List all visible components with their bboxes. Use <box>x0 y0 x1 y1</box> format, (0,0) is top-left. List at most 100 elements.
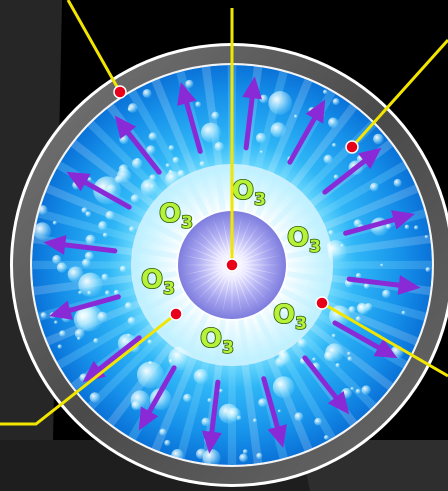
inner-ray <box>275 206 312 235</box>
inner-ray <box>136 270 178 283</box>
inner-ray <box>269 302 302 335</box>
callout-dot <box>113 85 127 99</box>
light-ray <box>309 323 398 394</box>
core-ray <box>232 215 242 258</box>
inner-ray <box>287 262 328 268</box>
light-ray <box>278 349 339 445</box>
bubble <box>424 235 429 239</box>
ozone-flow-arrow <box>302 355 350 415</box>
inner-ray <box>199 317 218 358</box>
light-ray <box>149 73 197 175</box>
bubble <box>335 363 341 368</box>
bubble <box>168 145 175 151</box>
bubble <box>104 290 110 296</box>
inner-ray <box>262 308 291 345</box>
bubble <box>185 79 194 89</box>
bubble <box>242 449 248 455</box>
light-ray <box>66 136 155 207</box>
bubble <box>361 385 371 395</box>
callout-dot <box>315 296 329 310</box>
core-ray <box>185 267 225 285</box>
bubble <box>74 328 85 339</box>
callout-dot <box>345 140 359 154</box>
core-ray <box>235 271 260 307</box>
ozone-flow-arrow <box>49 294 121 320</box>
bubble <box>404 224 410 230</box>
bubble <box>268 91 293 115</box>
bubble <box>294 114 298 119</box>
ozone-flow-arrow <box>287 99 326 165</box>
bubble <box>172 156 180 164</box>
bubble <box>425 267 431 273</box>
inner-ray <box>152 295 189 324</box>
leader-line-inner-wall <box>0 312 177 426</box>
core-ray <box>190 237 226 262</box>
core-ray <box>185 245 225 263</box>
inner-ray <box>145 287 184 312</box>
inner-ray <box>237 169 250 211</box>
core-ray <box>204 223 229 259</box>
ozone-flow-arrow <box>66 171 132 210</box>
bubble <box>113 289 120 296</box>
callout-dot <box>225 258 239 272</box>
bubble <box>328 117 339 128</box>
ozone-flow-arrow <box>43 234 118 255</box>
bubbles <box>33 79 431 465</box>
bubble <box>324 351 335 362</box>
bubble <box>207 398 212 403</box>
bubble <box>67 266 84 283</box>
bubble <box>331 333 336 338</box>
core-ray <box>182 255 225 265</box>
inner-ray <box>246 317 265 358</box>
core-ray <box>234 218 252 258</box>
bubble <box>195 101 202 108</box>
bubble <box>350 387 354 391</box>
inner-ray <box>139 232 180 251</box>
ozone-flow-arrow <box>114 115 162 175</box>
inner-ray <box>280 287 319 312</box>
bubble <box>355 316 362 322</box>
core-ray <box>239 267 279 285</box>
core-ray <box>190 268 226 293</box>
ozone-flow-arrow <box>177 82 203 154</box>
light-ray <box>32 260 133 270</box>
bubble <box>81 258 91 268</box>
bubble <box>131 158 143 169</box>
bubble <box>159 428 167 436</box>
light-ray <box>84 117 164 197</box>
inner-ray <box>162 195 195 228</box>
ozone-labels: O3 O3 O3 O3 O3 O3 <box>140 175 322 359</box>
bubble <box>369 182 379 192</box>
bubble <box>211 111 220 120</box>
inner-ray <box>185 178 210 217</box>
bubble <box>239 453 248 463</box>
bubble <box>259 94 269 104</box>
bubble <box>277 409 281 413</box>
core-ray <box>204 271 229 307</box>
core-ray <box>239 245 279 263</box>
bubble <box>196 448 207 460</box>
bubble <box>270 122 287 138</box>
core-ray <box>235 223 260 259</box>
bubble <box>183 393 192 403</box>
bubble <box>119 265 127 273</box>
core-ray <box>232 272 242 315</box>
bubble <box>118 164 129 175</box>
bubble <box>258 398 268 408</box>
core-ray <box>237 229 268 260</box>
bubble <box>255 132 267 144</box>
bubble <box>312 357 316 362</box>
core-ray <box>238 237 274 262</box>
bubble <box>294 412 304 422</box>
inner-ray <box>152 206 189 235</box>
bubble <box>93 338 99 344</box>
bubble <box>149 174 157 182</box>
bubble <box>256 452 263 459</box>
bubble <box>323 435 329 440</box>
bubble <box>78 272 103 297</box>
ozone-label: O3 <box>232 176 266 210</box>
ozone-flow-arrow <box>343 210 415 236</box>
bubble <box>193 368 209 384</box>
ozone-flow-arrow <box>322 147 382 195</box>
